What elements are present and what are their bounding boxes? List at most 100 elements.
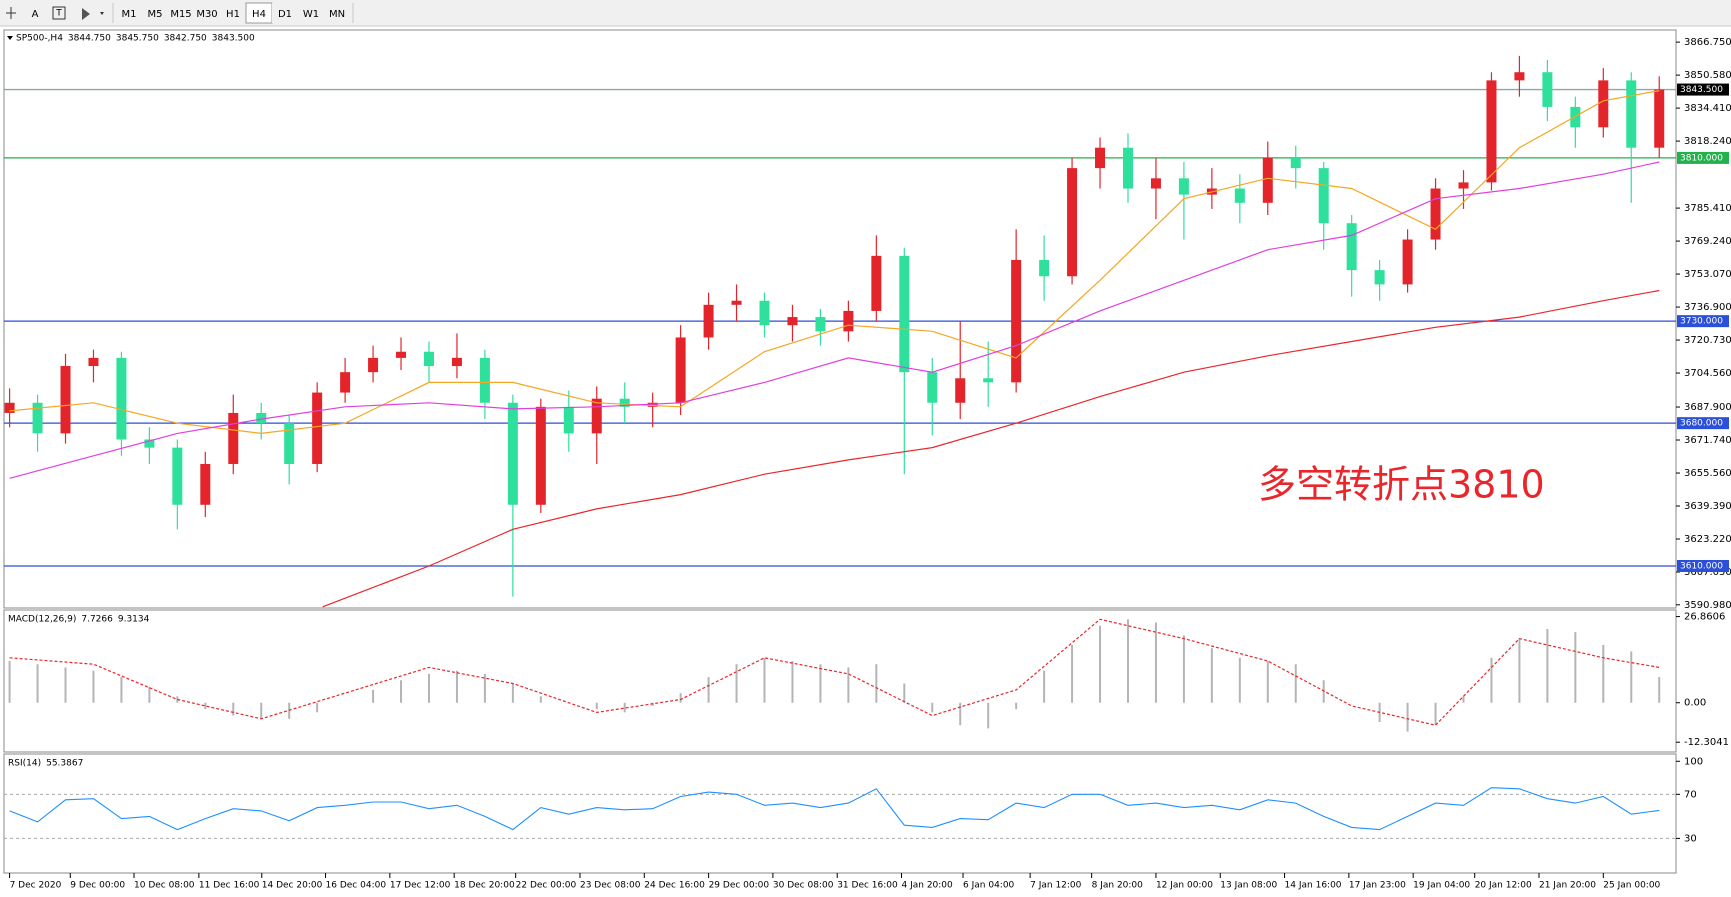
candle-body	[32, 402, 43, 434]
x-tick-label: 23 Dec 08:00	[580, 881, 641, 891]
y-tick-label: 100	[1684, 756, 1703, 767]
y-tick-label: 3623.220	[1684, 534, 1731, 545]
candle-body	[563, 406, 574, 434]
candle-body	[507, 402, 518, 505]
y-tick-label: -12.3041	[1684, 737, 1729, 748]
candle-body	[1067, 168, 1078, 277]
timeframe-label[interactable]: M30	[196, 9, 217, 20]
candle-body	[815, 317, 826, 332]
panel-header: SP500-,H4	[16, 34, 63, 44]
panel-header: 9.3134	[118, 615, 150, 625]
timeframe-button[interactable]	[142, 3, 168, 23]
y-tick-label: 3590.980	[1684, 600, 1731, 611]
main-frame	[3, 29, 1677, 609]
moving-average	[9, 161, 1660, 479]
candle-body	[256, 412, 267, 424]
label-tool[interactable]: T	[52, 6, 66, 20]
y-tick-label: 26.8606	[1684, 612, 1725, 623]
timeframe-label[interactable]: H4	[252, 9, 266, 20]
y-tick-label: 3736.900	[1684, 302, 1731, 313]
candle-body	[4, 402, 15, 413]
candle-body	[1290, 157, 1301, 169]
panel-header: 3844.750	[68, 34, 111, 44]
candle-body	[759, 300, 770, 326]
candle-body	[1150, 178, 1161, 189]
timeframe-label[interactable]: W1	[303, 9, 319, 20]
x-tick-label: 7 Dec 2020	[10, 881, 62, 891]
text-tool[interactable]: A	[32, 9, 39, 20]
y-tick-label: 3720.730	[1684, 335, 1731, 346]
x-tick-label: 17 Dec 12:00	[390, 881, 451, 891]
candle-body	[1122, 147, 1133, 189]
candle-body	[619, 398, 630, 407]
timeframe-button[interactable]	[194, 3, 220, 23]
candle-body	[1374, 270, 1385, 285]
candle-body	[731, 300, 742, 305]
candle-body	[284, 423, 295, 464]
candle-body	[703, 304, 714, 338]
collapse-arrow	[7, 36, 13, 40]
y-tick-label: 70	[1684, 789, 1697, 800]
candle-body	[340, 372, 351, 393]
candle-body	[172, 447, 183, 505]
level-label: 3843.500	[1680, 85, 1723, 95]
timeframe-button[interactable]	[298, 3, 324, 23]
timeframe-button[interactable]	[324, 3, 350, 23]
candle-body	[312, 392, 323, 464]
cursor-tool[interactable]	[2, 3, 20, 23]
candle-body	[1598, 80, 1609, 128]
x-tick-label: 29 Dec 00:00	[709, 881, 770, 891]
y-tick-label: 3818.240	[1684, 136, 1731, 147]
y-tick-label: 3607.050	[1684, 567, 1731, 578]
timeframe-label[interactable]: D1	[278, 9, 292, 20]
level-label: 3810.000	[1680, 153, 1723, 163]
timeframe-label[interactable]: M15	[170, 9, 191, 20]
panel-header: 3845.750	[116, 34, 159, 44]
timeframe-label[interactable]: MN	[329, 9, 345, 20]
y-tick-label: 3769.240	[1684, 236, 1731, 247]
candle-body	[1262, 157, 1273, 203]
candle-body	[955, 378, 966, 403]
x-tick-label: 20 Jan 12:00	[1475, 881, 1532, 891]
candle-body	[535, 406, 546, 505]
timeframe-label[interactable]: M5	[148, 9, 163, 20]
x-tick-label: 6 Jan 04:00	[963, 881, 1015, 891]
candle-body	[479, 357, 490, 403]
candle-body	[88, 357, 99, 367]
timeframe-button[interactable]	[168, 3, 194, 23]
y-tick-label: 30	[1684, 833, 1697, 844]
candle-body	[228, 412, 239, 464]
timeframe-button[interactable]	[116, 3, 142, 23]
level-label: 3730.000	[1680, 317, 1723, 327]
x-tick-label: 18 Dec 20:00	[454, 881, 515, 891]
candle-body	[423, 351, 434, 367]
candle-body	[647, 402, 658, 407]
shapes-tool[interactable]	[82, 8, 104, 20]
timeframe-label[interactable]: H1	[226, 9, 240, 20]
timeframe-button[interactable]	[220, 3, 246, 23]
level-label-box	[1677, 417, 1729, 430]
candle-body	[1486, 80, 1497, 183]
panel-header: 55.3867	[46, 759, 83, 769]
candle-body	[1458, 182, 1469, 189]
candle-body	[1626, 80, 1637, 148]
candle-body	[1346, 223, 1357, 271]
rsi-line	[9, 787, 1660, 831]
y-tick-label: 3671.740	[1684, 435, 1731, 446]
candle-body	[675, 337, 686, 403]
y-tick-label: 3639.390	[1684, 501, 1731, 512]
x-tick-label: 11 Dec 16:00	[199, 881, 260, 891]
candle-body	[1514, 72, 1525, 81]
moving-average	[9, 90, 1660, 435]
candle-body	[1318, 168, 1329, 224]
timeframe-button[interactable]	[272, 3, 298, 23]
candle-body	[1095, 147, 1106, 169]
candle-body	[787, 317, 798, 326]
timeframe-label[interactable]: M1	[122, 9, 137, 20]
candle-body	[899, 255, 910, 373]
candle-body	[1011, 259, 1022, 383]
candle-body	[200, 463, 211, 505]
candle-body	[591, 398, 602, 434]
candle-body	[1234, 188, 1245, 203]
panel-header: MACD(12,26,9)	[8, 615, 76, 625]
